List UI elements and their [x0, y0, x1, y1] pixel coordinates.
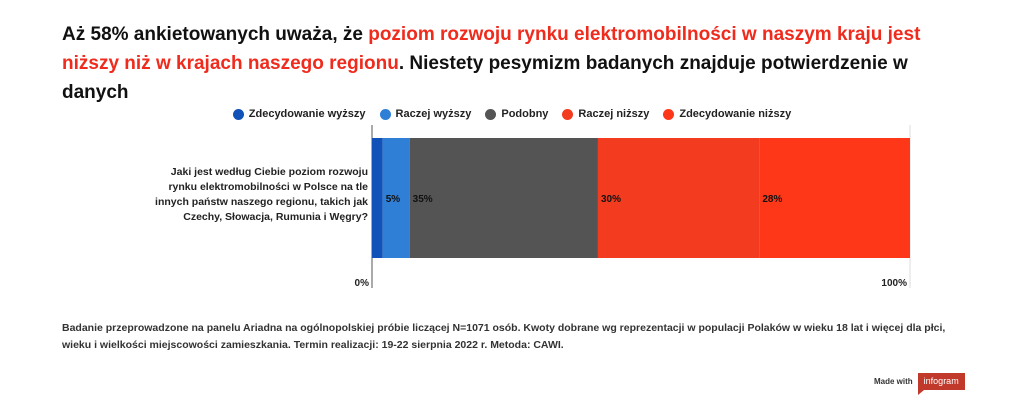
- title-part-2: . Niestety pesymizm badanych znajduje po…: [62, 53, 908, 103]
- legend-item-1[interactable]: Raczej wyższy: [379, 108, 472, 120]
- data-label-4: 28%: [762, 194, 782, 205]
- legend-swatch-3: [562, 108, 574, 120]
- legend-swatch-4: [663, 108, 675, 120]
- data-label-2: 35%: [413, 194, 433, 205]
- legend-swatch-1: [379, 108, 391, 120]
- legend-label-3: Raczej niższy: [578, 108, 650, 120]
- legend-item-4[interactable]: Zdecydowanie niższy: [663, 108, 791, 120]
- chart-title: Aż 58% ankietowanych uważa, że poziom ro…: [62, 20, 962, 107]
- made-with-badge[interactable]: Made with infogram: [874, 373, 965, 395]
- data-label-3: 30%: [601, 194, 621, 205]
- x-tick-label-1: 100%: [881, 278, 907, 289]
- title-part-1: Aż 58% ankietowanych uważa, że: [62, 24, 369, 45]
- chart-legend: Zdecydowanie wyższy Raczej wyższy Podobny R…: [0, 108, 1024, 120]
- data-label-1: 5%: [386, 194, 401, 205]
- legend-item-0[interactable]: Zdecydowanie wyższy: [232, 108, 366, 120]
- footnote: Badanie przeprowadzone na panelu Ariadna…: [62, 322, 946, 351]
- bar-segment-2: [409, 138, 598, 258]
- legend-swatch-0: [232, 108, 244, 120]
- title-highlight: poziom rozwoju rynku elektromobilności w…: [62, 24, 921, 74]
- bar-segment-1: [382, 138, 410, 258]
- legend-label-4: Zdecydowanie niższy: [679, 108, 792, 120]
- made-with-text: Made with: [874, 377, 913, 386]
- legend-item-3[interactable]: Raczej niższy: [562, 108, 649, 120]
- bar-segment-0: [372, 138, 383, 258]
- x-tick-label-0: 0%: [355, 278, 370, 289]
- infogram-logo[interactable]: infogram: [917, 373, 965, 395]
- category-label: Jaki jest według Ciebie poziom rozwoju r…: [155, 166, 368, 223]
- legend-swatch-2: [485, 108, 497, 120]
- bar-segment-3: [597, 138, 760, 258]
- legend-label-0: Zdecydowanie wyższy: [248, 108, 366, 120]
- bar-segment-4: [759, 138, 910, 258]
- legend-item-2[interactable]: Podobny: [485, 108, 548, 120]
- legend-label-2: Podobny: [501, 108, 549, 120]
- legend-label-1: Raczej wyższy: [395, 108, 472, 120]
